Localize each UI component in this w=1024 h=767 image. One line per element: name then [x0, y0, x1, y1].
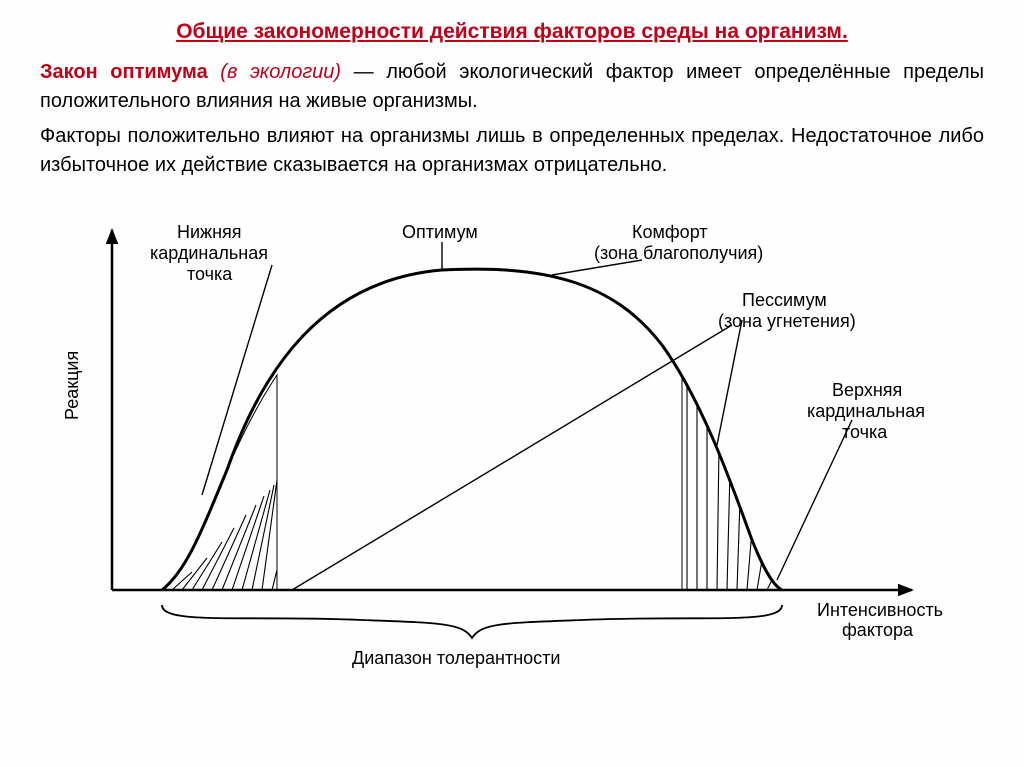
chart-label-upper_cardinal_1: Верхняя [832, 380, 902, 401]
body-text: Факторы положительно влияют на организмы… [40, 122, 984, 180]
chart-label-y_axis: Реакция [62, 351, 83, 420]
chart-label-pessimum_1: Пессимум [742, 290, 827, 311]
chart-label-lower_cardinal_2: кардинальная [150, 243, 268, 264]
definition-paragraph: Закон оптимума (в экологии) — любой экол… [40, 58, 984, 116]
chart-label-upper_cardinal_2: кардинальная [807, 401, 925, 422]
chart-label-optimum: Оптимум [402, 222, 478, 243]
chart-label-upper_cardinal_3: точка [842, 422, 887, 443]
chart-label-comfort_2: (зона благополучия) [594, 243, 763, 264]
tolerance-chart: Реакция Интенсивностьфактора Оптимум Нижняя… [42, 210, 982, 690]
term: Закон оптимума [40, 61, 208, 83]
page-title: Общие закономерности действия факторов с… [40, 20, 984, 44]
chart-label-comfort_1: Комфорт [632, 222, 708, 243]
term-context: (в экологии) [220, 61, 341, 83]
chart-label-lower_cardinal_1: Нижняя [177, 222, 242, 243]
dash: — [341, 61, 386, 83]
chart-label-x_axis_1: Интенсивность [817, 600, 943, 621]
chart-label-tolerance: Диапазон толерантности [352, 648, 560, 669]
chart-label-pessimum_2: (зона угнетения) [718, 311, 856, 332]
chart-label-x_axis_2: фактора [842, 620, 913, 641]
chart-label-lower_cardinal_3: точка [187, 264, 232, 285]
